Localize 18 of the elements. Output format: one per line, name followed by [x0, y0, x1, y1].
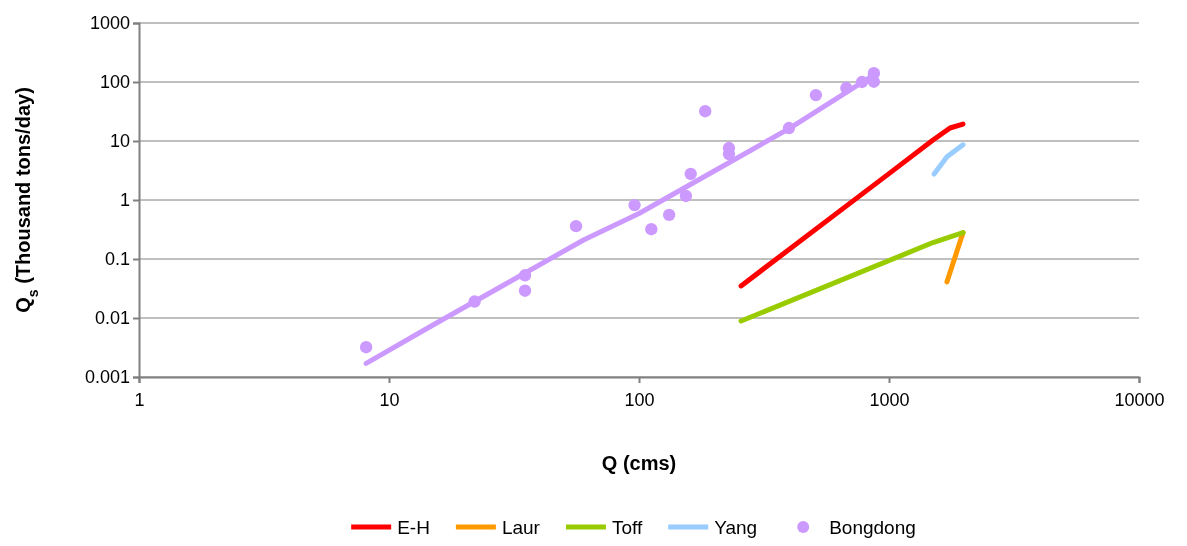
x-tick-label: 1000 [869, 389, 910, 410]
x-axis-title: Q (cms) [601, 452, 677, 474]
y-tick-label: 1000 [89, 13, 130, 34]
y-tick-label: 0.001 [84, 367, 130, 388]
legend-label: E-H [397, 517, 430, 538]
y-tick-label: 100 [99, 72, 130, 93]
legend-label: Laur [501, 517, 541, 538]
legend-label: Yang [714, 517, 758, 538]
y-tick-label: 10 [109, 131, 130, 152]
legend-label: Bongdong [829, 517, 916, 538]
x-tick-label: 100 [624, 389, 655, 410]
legend-label: Toff [611, 517, 643, 538]
x-tick-label: 10 [379, 389, 400, 410]
x-tick-label: 10000 [1114, 389, 1165, 410]
y-tick-label: 1 [119, 190, 130, 211]
y-tick-label: 0.1 [104, 249, 130, 270]
y-tick-label: 0.01 [94, 308, 130, 329]
x-tick-label: 1 [134, 389, 145, 410]
